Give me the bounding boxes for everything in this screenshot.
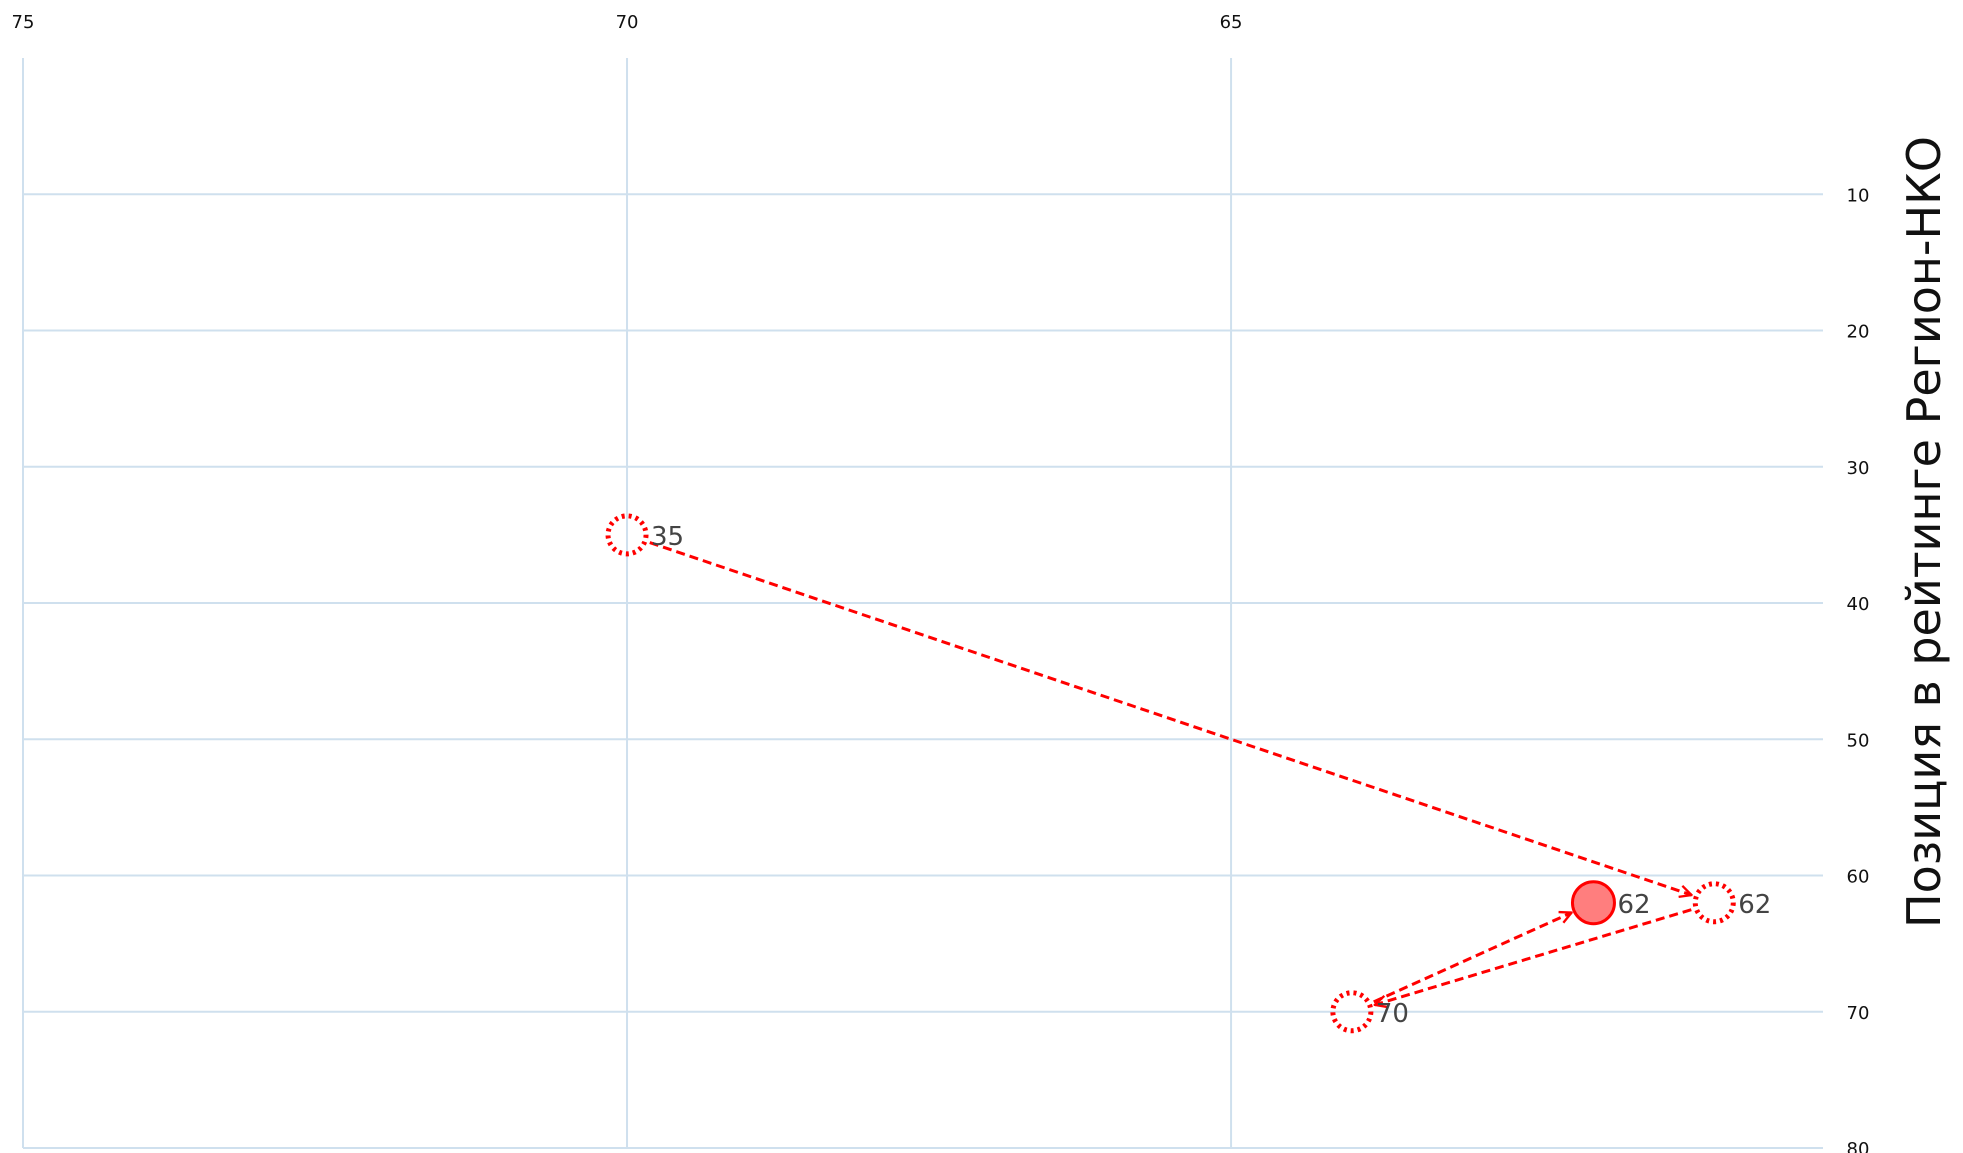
trajectory-arrow — [649, 541, 1692, 895]
y-tick-label: 40 — [1847, 594, 1870, 615]
trajectory-arrow — [1375, 908, 1692, 1005]
data-points — [605, 513, 1736, 1034]
point-label: 62 — [1738, 890, 1771, 920]
data-point — [1330, 990, 1374, 1034]
grid — [22, 58, 1823, 1149]
point-label: 70 — [1376, 999, 1409, 1029]
trajectory-arrows — [649, 541, 1692, 1005]
y-tick-label: 50 — [1847, 730, 1870, 751]
y-tick-label: 30 — [1847, 458, 1870, 479]
y-tick-label: 10 — [1847, 185, 1870, 206]
x-tick-label: 70 — [616, 12, 639, 33]
data-point — [605, 513, 649, 557]
point-labels: 35 62 70 62 — [651, 522, 1771, 1029]
x-axis-ticks: 75 70 65 — [12, 12, 1243, 33]
data-point-current — [1570, 880, 1616, 926]
y-tick-label: 70 — [1847, 1003, 1870, 1024]
x-tick-label: 65 — [1220, 12, 1243, 33]
point-label: 35 — [651, 522, 684, 552]
y-tick-label: 20 — [1847, 322, 1870, 343]
y-axis-label: Позиция в рейтинге Регион-НКО — [1897, 136, 1951, 928]
trajectory-arrow — [1373, 913, 1572, 1004]
x-tick-label: 75 — [12, 12, 35, 33]
data-point — [1692, 881, 1736, 925]
y-tick-label: 60 — [1847, 867, 1870, 888]
y-tick-label: 80 — [1847, 1139, 1870, 1153]
point-label: 62 — [1617, 890, 1650, 920]
y-axis-ticks: 10 20 30 40 50 60 70 80 — [1847, 185, 1870, 1153]
